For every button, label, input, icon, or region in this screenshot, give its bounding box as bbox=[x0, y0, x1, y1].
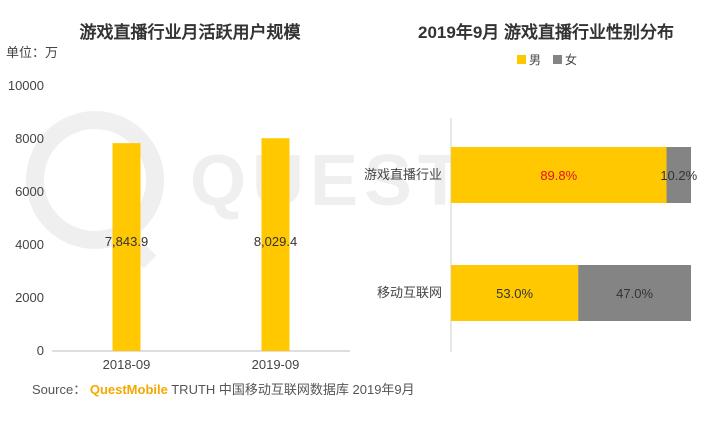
source-prefix: Source： bbox=[32, 382, 87, 397]
bar-series: 7,843.9 8,029.4 bbox=[105, 138, 297, 351]
data-label: 89.8% bbox=[540, 168, 577, 183]
mau-bar-chart: 游戏直播行业月活跃用户规模 单位：万 0 2000 4000 6000 8000 1000… bbox=[6, 22, 350, 372]
y-tick-label: 0 bbox=[37, 343, 44, 358]
data-label: 53.0% bbox=[496, 286, 533, 301]
x-axis: 2018-09 2019-09 bbox=[103, 357, 300, 372]
legend-swatch bbox=[517, 55, 526, 64]
stacked-segment bbox=[666, 147, 691, 203]
source-rest: TRUTH 中国移动互联网数据库 2019年9月 bbox=[171, 382, 415, 397]
legend: 男女 bbox=[517, 52, 577, 67]
y-tick-label: 4000 bbox=[15, 237, 44, 252]
gender-stacked-bar-chart: 2019年9月 游戏直播行业性别分布 男女 游戏直播行业 89.8% 10.2%移动… bbox=[364, 22, 698, 352]
data-label: 10.2% bbox=[660, 168, 697, 183]
legend-swatch bbox=[553, 55, 562, 64]
chart-title: 游戏直播行业月活跃用户规模 bbox=[80, 22, 302, 42]
source-note: Source： QuestMobile TRUTH 中国移动互联网数据库 201… bbox=[32, 379, 415, 398]
svg-text:QUEST: QUEST bbox=[190, 141, 468, 221]
legend-label: 女 bbox=[565, 52, 577, 67]
unit-label: 单位：万 bbox=[6, 45, 58, 60]
chart-title: 2019年9月 游戏直播行业性别分布 bbox=[418, 22, 674, 42]
x-tick-label: 2018-09 bbox=[103, 357, 151, 372]
stacked-bars: 游戏直播行业 89.8% 10.2% 移动互联网 53.0% 47.0% bbox=[364, 118, 698, 352]
bar bbox=[112, 143, 141, 351]
category-label: 移动互联网 bbox=[377, 285, 442, 300]
y-axis: 0 2000 4000 6000 8000 10000 bbox=[8, 78, 350, 358]
y-tick-label: 6000 bbox=[15, 184, 44, 199]
category-label: 游戏直播行业 bbox=[364, 167, 442, 182]
y-tick-label: 8000 bbox=[15, 131, 44, 146]
data-label: 8,029.4 bbox=[254, 234, 297, 249]
bar bbox=[261, 138, 290, 351]
data-label: 7,843.9 bbox=[105, 234, 148, 249]
watermark-logo: QUEST bbox=[26, 111, 468, 269]
y-tick-label: 10000 bbox=[8, 78, 44, 93]
x-tick-label: 2019-09 bbox=[252, 357, 300, 372]
y-tick-label: 2000 bbox=[15, 290, 44, 305]
stacked-segment bbox=[451, 265, 579, 321]
stacked-segment bbox=[578, 265, 691, 321]
stacked-segment bbox=[451, 147, 667, 203]
legend-label: 男 bbox=[529, 53, 541, 67]
data-label: 47.0% bbox=[616, 286, 653, 301]
source-brand: QuestMobile bbox=[89, 382, 168, 397]
